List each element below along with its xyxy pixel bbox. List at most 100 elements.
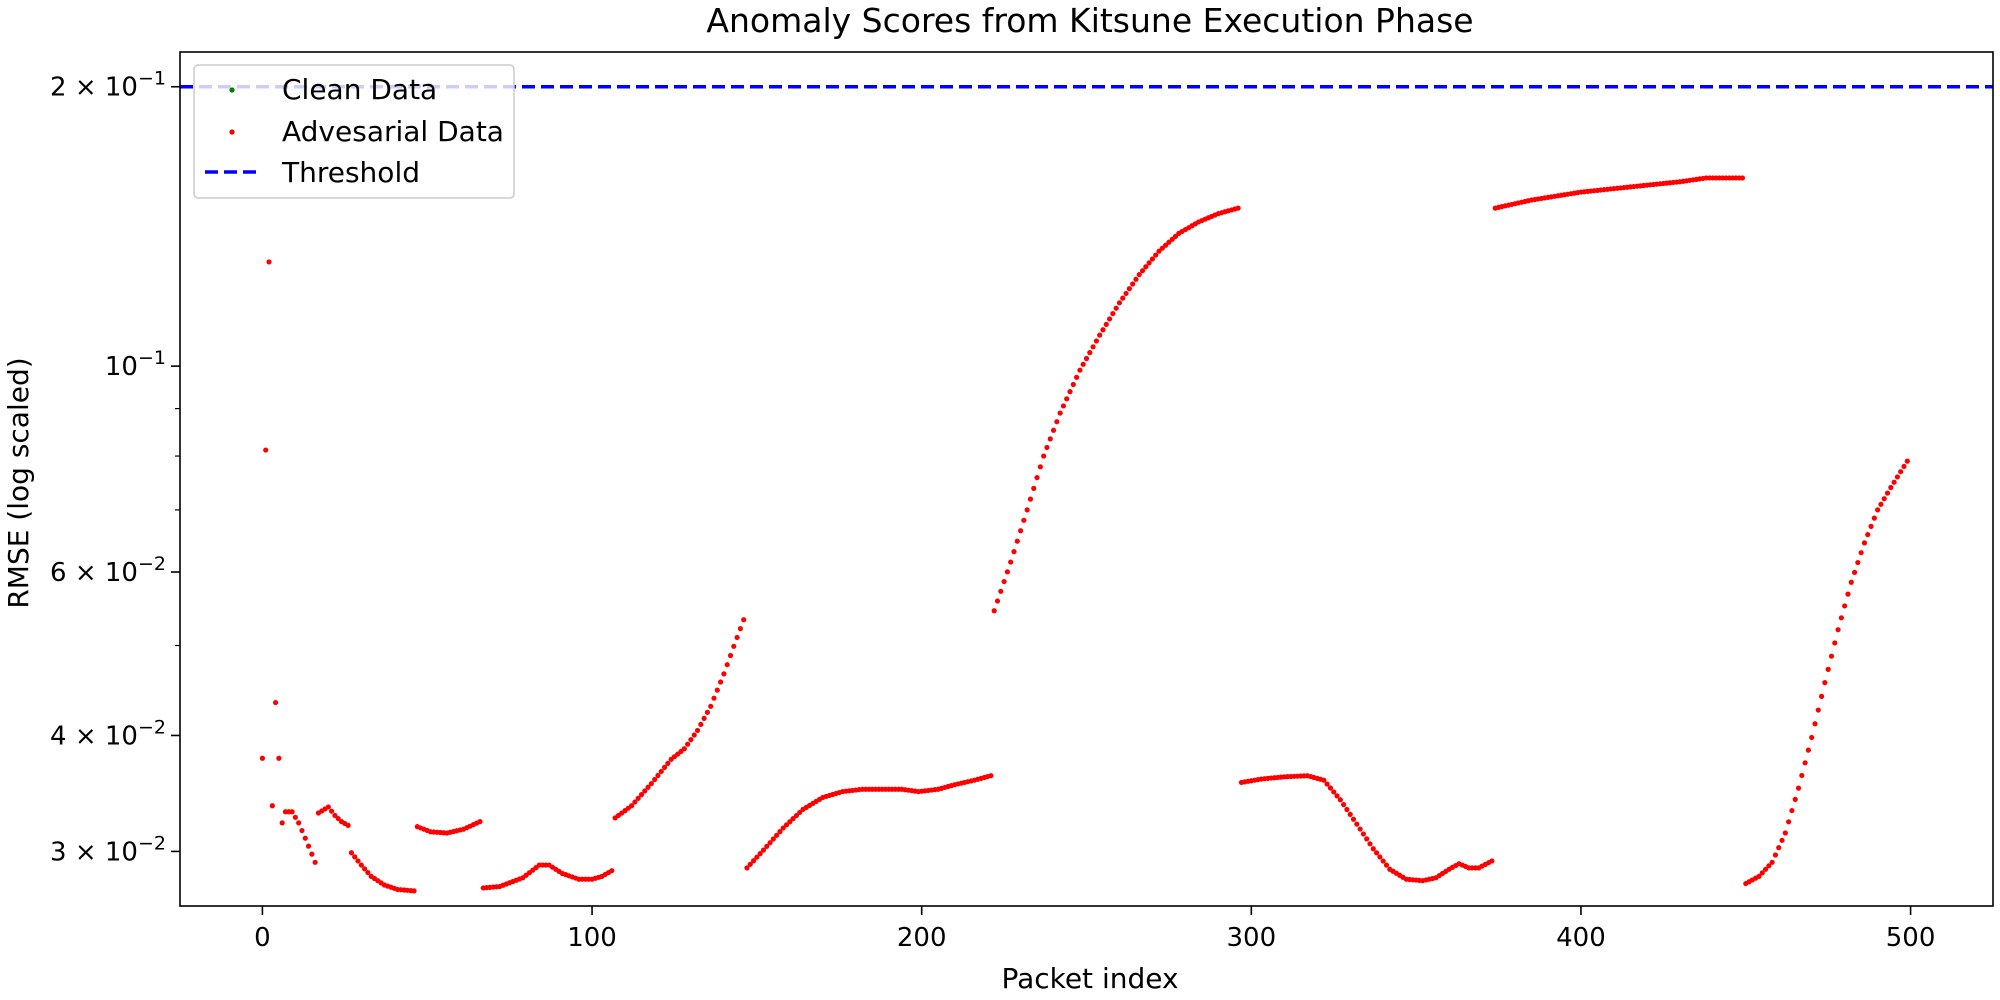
plot-area: [180, 84, 1993, 894]
data-point-adversarial: [994, 598, 1001, 604]
legend-label-adversarial-data: Advesarial Data: [282, 115, 504, 148]
data-point-adversarial: [299, 827, 305, 834]
x-axis-title: Packet index: [1001, 962, 1178, 995]
x-tick-label: 400: [1556, 923, 1606, 953]
data-point-adversarial: [998, 588, 1004, 594]
data-point-adversarial: [1779, 837, 1785, 843]
data-point-adversarial: [1739, 175, 1746, 181]
data-point-adversarial: [1904, 458, 1910, 464]
data-point-adversarial: [1380, 858, 1386, 864]
data-point-adversarial: [632, 799, 638, 805]
data-point-adversarial: [272, 699, 279, 706]
data-point-adversarial: [1116, 300, 1123, 306]
data-point-adversarial: [1163, 242, 1169, 248]
data-point-adversarial: [635, 795, 641, 801]
data-point-adversarial: [1364, 836, 1370, 842]
data-point-adversarial: [774, 832, 780, 838]
x-tick-label: 0: [254, 923, 271, 953]
data-point-adversarial: [1373, 850, 1380, 856]
data-point-adversarial: [1334, 793, 1340, 799]
data-point-adversarial: [1327, 785, 1334, 791]
data-point-adversarial: [711, 695, 717, 701]
data-point-adversarial: [1037, 464, 1043, 470]
data-point-adversarial: [305, 843, 312, 849]
data-point-adversarial: [1097, 332, 1103, 338]
data-point-adversarial: [1021, 517, 1027, 523]
data-point-adversarial: [1044, 444, 1050, 451]
data-point-adversarial: [1031, 485, 1037, 491]
data-point-adversarial: [1064, 396, 1070, 402]
data-point-adversarial: [1041, 453, 1047, 459]
data-point-adversarial: [1891, 479, 1897, 485]
data-point-adversarial: [1888, 484, 1894, 491]
data-point-adversarial: [1799, 772, 1805, 779]
data-point-adversarial: [701, 715, 707, 721]
data-point-adversarial: [1802, 760, 1808, 766]
data-point-adversarial: [1027, 496, 1034, 502]
data-point-adversarial: [1324, 781, 1330, 787]
data-point-adversarial: [1759, 870, 1765, 876]
data-point-adversarial: [727, 652, 734, 659]
data-point-adversarial: [1024, 507, 1030, 513]
plot-frame: [179, 51, 1994, 907]
data-point-adversarial: [750, 858, 757, 864]
data-point-adversarial: [1087, 350, 1093, 356]
data-point-adversarial: [1139, 268, 1146, 274]
data-point-adversarial: [1832, 640, 1838, 646]
data-point-adversarial: [688, 737, 694, 743]
data-point-adversarial: [757, 851, 763, 857]
data-point-adversarial: [1789, 807, 1795, 814]
data-point-adversarial: [1074, 374, 1080, 380]
data-point-adversarial: [1110, 310, 1116, 317]
data-point-adversarial: [1842, 603, 1848, 609]
data-point-adversarial: [302, 835, 308, 841]
data-point-adversarial: [1153, 252, 1159, 258]
data-point-adversarial: [1786, 819, 1792, 825]
data-point-adversarial: [1004, 569, 1010, 575]
data-point-adversarial: [1818, 693, 1825, 699]
data-point-adversarial: [335, 815, 341, 822]
legend: Clean Data Advesarial Data Threshold: [193, 64, 515, 199]
data-point-adversarial: [269, 803, 275, 809]
data-point-adversarial: [658, 768, 664, 775]
data-point-adversarial: [1321, 777, 1327, 783]
data-point-adversarial: [1008, 559, 1014, 565]
data-point-adversarial: [655, 772, 661, 779]
data-point-adversarial: [1871, 515, 1877, 521]
data-point-adversarial: [296, 820, 302, 826]
data-point-adversarial: [731, 643, 737, 649]
data-point-adversarial: [708, 703, 714, 709]
data-point-adversarial: [1884, 490, 1891, 496]
data-point-adversarial: [1011, 549, 1017, 555]
data-point-adversarial: [638, 792, 645, 798]
data-point-adversarial: [609, 868, 615, 874]
data-point-adversarial: [691, 732, 697, 738]
data-point-adversarial: [325, 804, 331, 810]
legend-label-threshold: Threshold: [281, 156, 420, 189]
data-point-adversarial: [1809, 734, 1815, 741]
data-point-adversarial: [1822, 680, 1828, 686]
data-point-adversarial: [760, 847, 767, 853]
data-point-adversarial: [1331, 789, 1337, 795]
data-point-adversarial: [1894, 474, 1901, 480]
data-point-adversarial: [1825, 666, 1831, 673]
data-point-adversarial: [289, 809, 295, 815]
data-point-adversarial: [1067, 389, 1073, 395]
data-point-adversarial: [1848, 579, 1854, 585]
data-point-adversarial: [1868, 523, 1874, 529]
data-point-adversarial: [747, 861, 753, 867]
data-point-adversarial: [1133, 276, 1139, 282]
data-point-adversarial: [1772, 852, 1779, 858]
legend-box: [193, 64, 515, 199]
data-point-adversarial: [1756, 873, 1762, 879]
data-point-adversarial: [1100, 327, 1106, 333]
data-point-adversarial: [1354, 821, 1360, 827]
data-point-adversarial: [312, 859, 318, 865]
data-point-adversarial: [279, 820, 285, 826]
data-point-adversarial: [685, 741, 691, 747]
data-point-adversarial: [1047, 436, 1053, 442]
data-point-adversarial: [1077, 367, 1083, 373]
axes: 0 100 200 300 400 500 3 × 10−2 4 × 10−2 6 × 10−2…: [50, 51, 1994, 953]
data-point-adversarial: [1080, 361, 1086, 367]
data-point-adversarial: [1776, 845, 1782, 851]
